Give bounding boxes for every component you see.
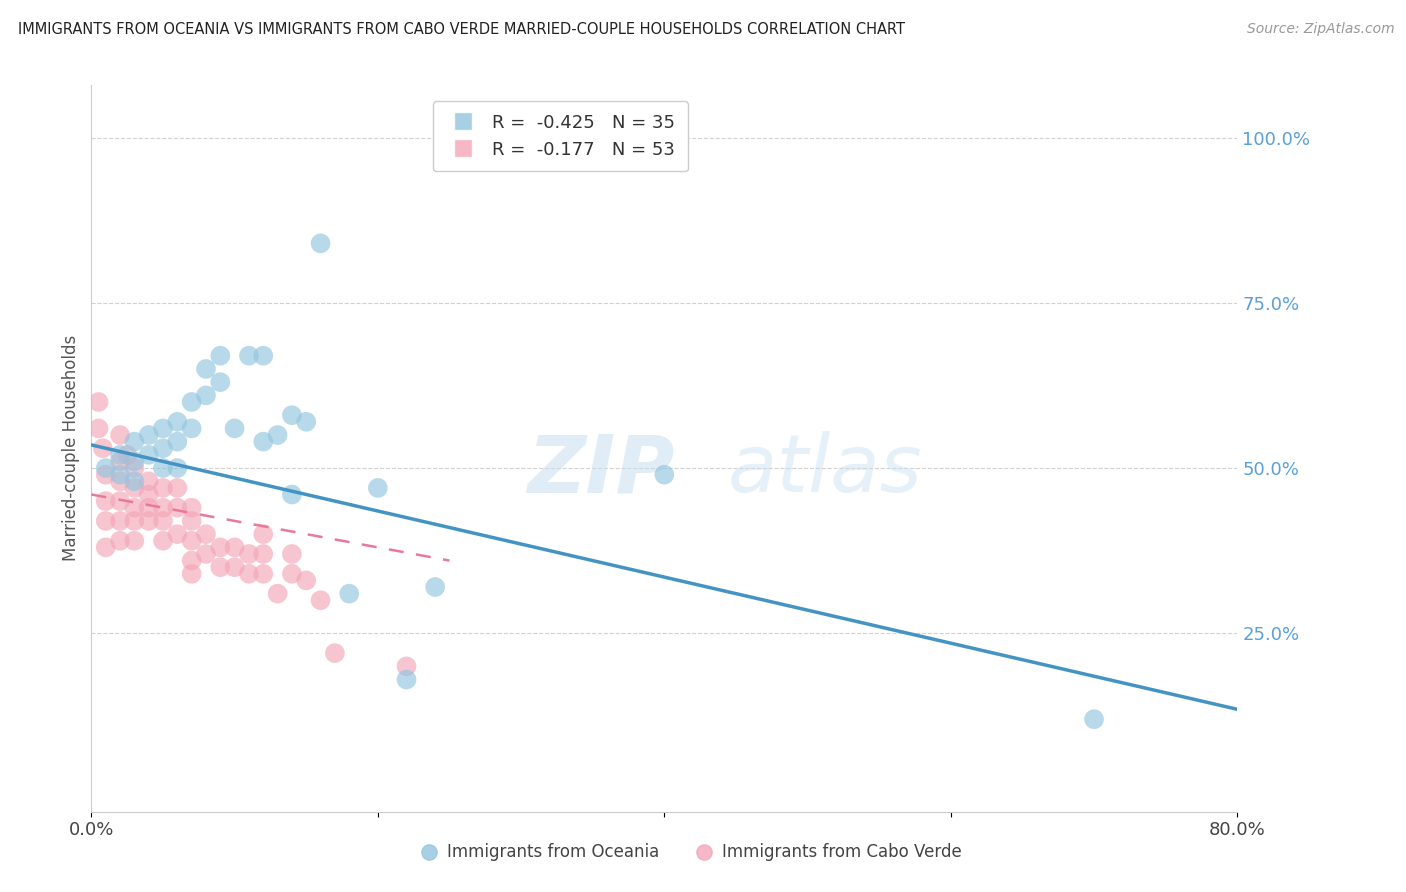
- Point: [209, 375, 232, 389]
- Point: [166, 434, 188, 449]
- Point: [1083, 712, 1105, 726]
- Point: [166, 461, 188, 475]
- Point: [138, 500, 160, 515]
- Point: [152, 481, 174, 495]
- Legend: R =  -0.425   N = 35, R =  -0.177   N = 53: R = -0.425 N = 35, R = -0.177 N = 53: [433, 101, 688, 171]
- Point: [224, 421, 246, 435]
- Point: [124, 475, 146, 489]
- Point: [281, 408, 304, 422]
- Point: [115, 448, 138, 462]
- Point: [166, 481, 188, 495]
- Point: [87, 395, 110, 409]
- Point: [281, 566, 304, 581]
- Point: [166, 415, 188, 429]
- Text: IMMIGRANTS FROM OCEANIA VS IMMIGRANTS FROM CABO VERDE MARRIED-COUPLE HOUSEHOLDS : IMMIGRANTS FROM OCEANIA VS IMMIGRANTS FR…: [18, 22, 905, 37]
- Point: [309, 593, 332, 607]
- Point: [152, 442, 174, 455]
- Point: [337, 587, 360, 601]
- Point: [91, 442, 114, 455]
- Point: [152, 533, 174, 548]
- Point: [395, 659, 418, 673]
- Point: [224, 560, 246, 574]
- Point: [124, 481, 146, 495]
- Point: [94, 467, 117, 482]
- Point: [108, 533, 131, 548]
- Point: [94, 461, 117, 475]
- Point: [94, 514, 117, 528]
- Point: [180, 500, 202, 515]
- Point: [108, 454, 131, 468]
- Point: [194, 388, 217, 402]
- Point: [194, 547, 217, 561]
- Point: [108, 494, 131, 508]
- Point: [266, 587, 288, 601]
- Text: ZIP: ZIP: [527, 431, 675, 509]
- Point: [281, 487, 304, 501]
- Point: [194, 362, 217, 376]
- Point: [87, 421, 110, 435]
- Point: [423, 580, 446, 594]
- Point: [124, 461, 146, 475]
- Point: [138, 475, 160, 489]
- Point: [238, 547, 260, 561]
- Y-axis label: Married-couple Households: Married-couple Households: [62, 335, 80, 561]
- Point: [252, 349, 274, 363]
- Point: [266, 428, 288, 442]
- Point: [124, 454, 146, 468]
- Point: [152, 500, 174, 515]
- Point: [180, 421, 202, 435]
- Point: [152, 461, 174, 475]
- Point: [138, 448, 160, 462]
- Point: [180, 553, 202, 567]
- Point: [652, 467, 675, 482]
- Point: [108, 475, 131, 489]
- Point: [94, 494, 117, 508]
- Point: [209, 541, 232, 555]
- Point: [166, 500, 188, 515]
- Point: [108, 428, 131, 442]
- Point: [238, 349, 260, 363]
- Point: [124, 500, 146, 515]
- Point: [252, 527, 274, 541]
- Point: [309, 236, 332, 251]
- Point: [238, 566, 260, 581]
- Text: Source: ZipAtlas.com: Source: ZipAtlas.com: [1247, 22, 1395, 37]
- Point: [252, 547, 274, 561]
- Point: [194, 527, 217, 541]
- Point: [152, 514, 174, 528]
- Point: [252, 566, 274, 581]
- Point: [152, 421, 174, 435]
- Point: [180, 533, 202, 548]
- Point: [166, 527, 188, 541]
- Point: [108, 448, 131, 462]
- Point: [281, 547, 304, 561]
- Point: [252, 434, 274, 449]
- Text: Immigrants from Cabo Verde: Immigrants from Cabo Verde: [721, 843, 962, 861]
- Point: [138, 514, 160, 528]
- Point: [180, 566, 202, 581]
- Point: [209, 349, 232, 363]
- Point: [108, 514, 131, 528]
- Point: [94, 541, 117, 555]
- Point: [323, 646, 346, 660]
- Point: [395, 673, 418, 687]
- Point: [367, 481, 389, 495]
- Point: [295, 415, 318, 429]
- Text: Immigrants from Oceania: Immigrants from Oceania: [447, 843, 659, 861]
- Point: [108, 467, 131, 482]
- Point: [180, 514, 202, 528]
- Point: [124, 434, 146, 449]
- Point: [295, 574, 318, 588]
- Point: [224, 541, 246, 555]
- Text: atlas: atlas: [727, 431, 922, 509]
- Point: [124, 514, 146, 528]
- Point: [138, 428, 160, 442]
- Point: [209, 560, 232, 574]
- Point: [180, 395, 202, 409]
- Point: [138, 487, 160, 501]
- Point: [124, 533, 146, 548]
